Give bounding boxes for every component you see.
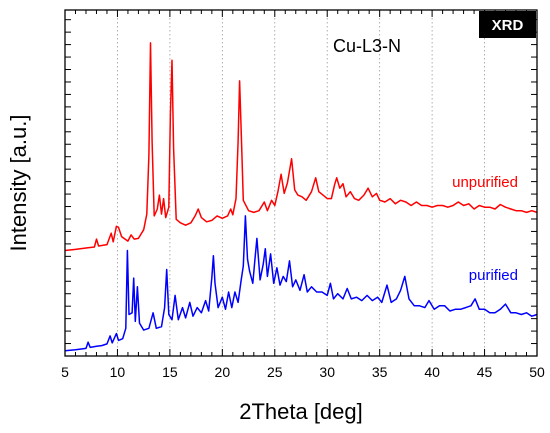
series-line-purified xyxy=(64,215,538,352)
x-axis-label: 2Theta [deg] xyxy=(239,399,363,424)
x-tick-label: 45 xyxy=(477,364,493,380)
xrd-badge: XRD xyxy=(492,17,524,34)
chart-title: Cu-L3-N xyxy=(333,36,401,56)
series-label-unpurified: unpurified xyxy=(452,174,518,191)
x-tick-label: 5 xyxy=(61,364,69,380)
series-label-purified: purified xyxy=(469,267,518,284)
x-tick-label: 20 xyxy=(215,364,231,380)
axis-ticks xyxy=(64,10,538,356)
xrd-badge-background xyxy=(479,11,536,38)
plot-frame xyxy=(64,9,538,357)
y-axis-label: Intensity [a.u.] xyxy=(6,115,31,252)
x-tick-label: 10 xyxy=(110,364,126,380)
x-tick-label: 30 xyxy=(319,364,335,380)
x-tick-label: 35 xyxy=(372,364,388,380)
x-tick-label: 40 xyxy=(424,364,440,380)
series-line-unpurified xyxy=(64,42,538,252)
x-tick-label: 15 xyxy=(162,364,178,380)
x-tick-label: 50 xyxy=(529,364,545,380)
series-group xyxy=(64,42,538,352)
x-tick-labels: 5 10 15 20 25 30 35 40 45 50 xyxy=(61,364,545,380)
x-tick-label: 25 xyxy=(267,364,283,380)
